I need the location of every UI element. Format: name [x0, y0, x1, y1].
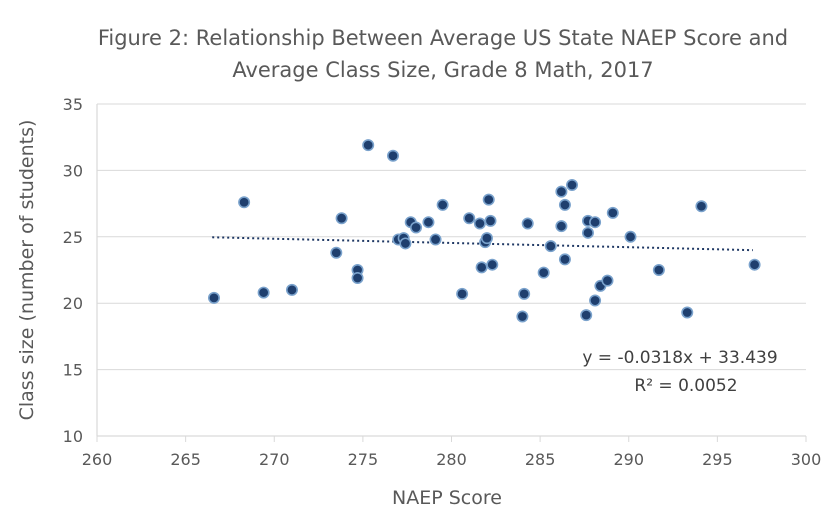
data-point: [480, 232, 493, 245]
data-point: [652, 263, 665, 276]
data-point: [521, 217, 534, 230]
trendline-equation: y = -0.0318x + 33.439: [582, 348, 777, 368]
data-point: [558, 253, 571, 266]
y-axis-title: Class size (number of students): [16, 120, 38, 421]
chart-title: Figure 2: Relationship Between Average U…: [98, 26, 788, 82]
data-point: [589, 216, 602, 229]
data-point: [516, 310, 529, 323]
y-tick-label: 15: [63, 361, 83, 380]
y-tick-label: 30: [63, 161, 83, 180]
x-tick-label: 295: [702, 450, 733, 469]
data-point: [695, 200, 708, 213]
data-point: [486, 258, 499, 271]
data-point: [475, 261, 488, 274]
y-tick-labels: 10 15 20 25 30 35: [63, 95, 83, 446]
data-point: [518, 287, 531, 300]
y-tick-label: 35: [63, 95, 83, 114]
x-tick-label: 290: [613, 450, 644, 469]
data-point: [606, 206, 619, 219]
data-points: [207, 139, 761, 323]
data-point: [463, 212, 476, 225]
data-point: [566, 179, 579, 192]
data-point: [410, 221, 423, 234]
gridlines: [97, 103, 806, 371]
data-point: [748, 258, 761, 271]
x-axis-title: NAEP Score: [392, 487, 502, 509]
data-point: [387, 149, 400, 162]
x-tick-label: 260: [82, 450, 113, 469]
data-point: [581, 226, 594, 239]
data-point: [238, 196, 251, 209]
trendline-r2: R² = 0.0052: [634, 376, 737, 396]
x-tick-label: 265: [170, 450, 201, 469]
y-tick-label: 25: [63, 228, 83, 247]
data-point: [544, 240, 557, 253]
data-point: [681, 306, 694, 319]
data-point: [330, 246, 343, 259]
data-point: [285, 283, 298, 296]
y-tick-label: 10: [63, 427, 83, 446]
data-point: [456, 287, 469, 300]
data-point: [436, 198, 449, 211]
y-tick-label: 20: [63, 294, 83, 313]
data-point: [484, 214, 497, 227]
data-point: [558, 198, 571, 211]
data-point: [399, 237, 412, 250]
data-point: [422, 216, 435, 229]
data-point: [351, 271, 364, 284]
data-point: [601, 274, 614, 287]
data-point: [473, 217, 486, 230]
chart-title-line-1: Figure 2: Relationship Between Average U…: [98, 26, 788, 50]
data-point: [257, 286, 270, 299]
data-point: [207, 291, 220, 304]
data-point: [429, 233, 442, 246]
chart-title-line-2: Average Class Size, Grade 8 Math, 2017: [232, 58, 653, 82]
x-tick-label: 270: [259, 450, 290, 469]
x-tick-label: 275: [348, 450, 379, 469]
data-point: [589, 294, 602, 307]
data-point: [580, 309, 593, 322]
axes: [96, 104, 807, 442]
data-point: [362, 139, 375, 152]
x-tick-label: 300: [791, 450, 822, 469]
data-point: [537, 266, 550, 279]
data-point: [555, 185, 568, 198]
data-point: [335, 212, 348, 225]
x-tick-label: 285: [525, 450, 556, 469]
x-tick-label: 280: [436, 450, 467, 469]
x-tick-labels: 260 265 270 275 280 285 290 295 300: [82, 450, 822, 469]
data-point: [555, 220, 568, 233]
data-point: [482, 193, 495, 206]
data-point: [624, 230, 637, 243]
